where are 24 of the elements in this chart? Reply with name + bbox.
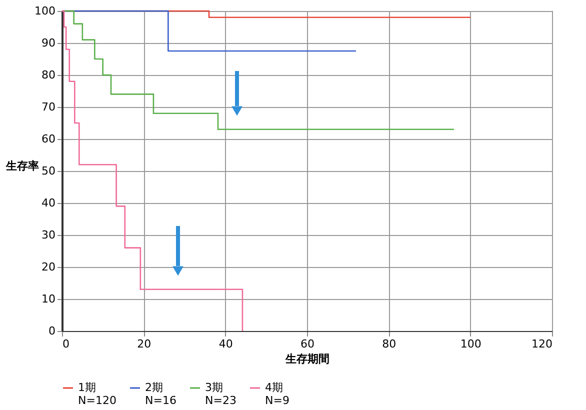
y-tick-label: 10 [42, 292, 56, 306]
x-axis-title: 生存期間 [284, 352, 330, 366]
x-tick-label: 0 [62, 338, 70, 350]
legend-label: 2期 N=16 [145, 381, 176, 407]
y-tick-label: 70 [42, 100, 56, 114]
legend-label: 1期 N=120 [78, 381, 116, 407]
x-tick-label: 100 [460, 338, 482, 350]
legend-label: 3期 N=23 [205, 381, 236, 407]
y-axis-title: 生存率 [5, 160, 40, 172]
y-tick-label: 90 [42, 36, 56, 50]
y-tick-label: 100 [34, 4, 56, 18]
x-tick-label: 60 [300, 338, 314, 350]
y-tick-label: 0 [48, 324, 56, 338]
legend-label: 4期 N=9 [265, 381, 290, 407]
x-tick-label: 120 [532, 338, 552, 350]
x-tick-label: 80 [382, 338, 396, 350]
y-tick-label: 30 [42, 228, 56, 242]
x-tick-label: 20 [137, 338, 152, 350]
y-tick-label: 20 [42, 260, 56, 274]
y-tick-label: 80 [42, 68, 56, 82]
y-tick-label: 50 [42, 164, 56, 178]
x-tick-label: 40 [218, 338, 233, 350]
y-tick-label: 60 [42, 132, 56, 146]
y-tick-label: 40 [42, 196, 56, 210]
